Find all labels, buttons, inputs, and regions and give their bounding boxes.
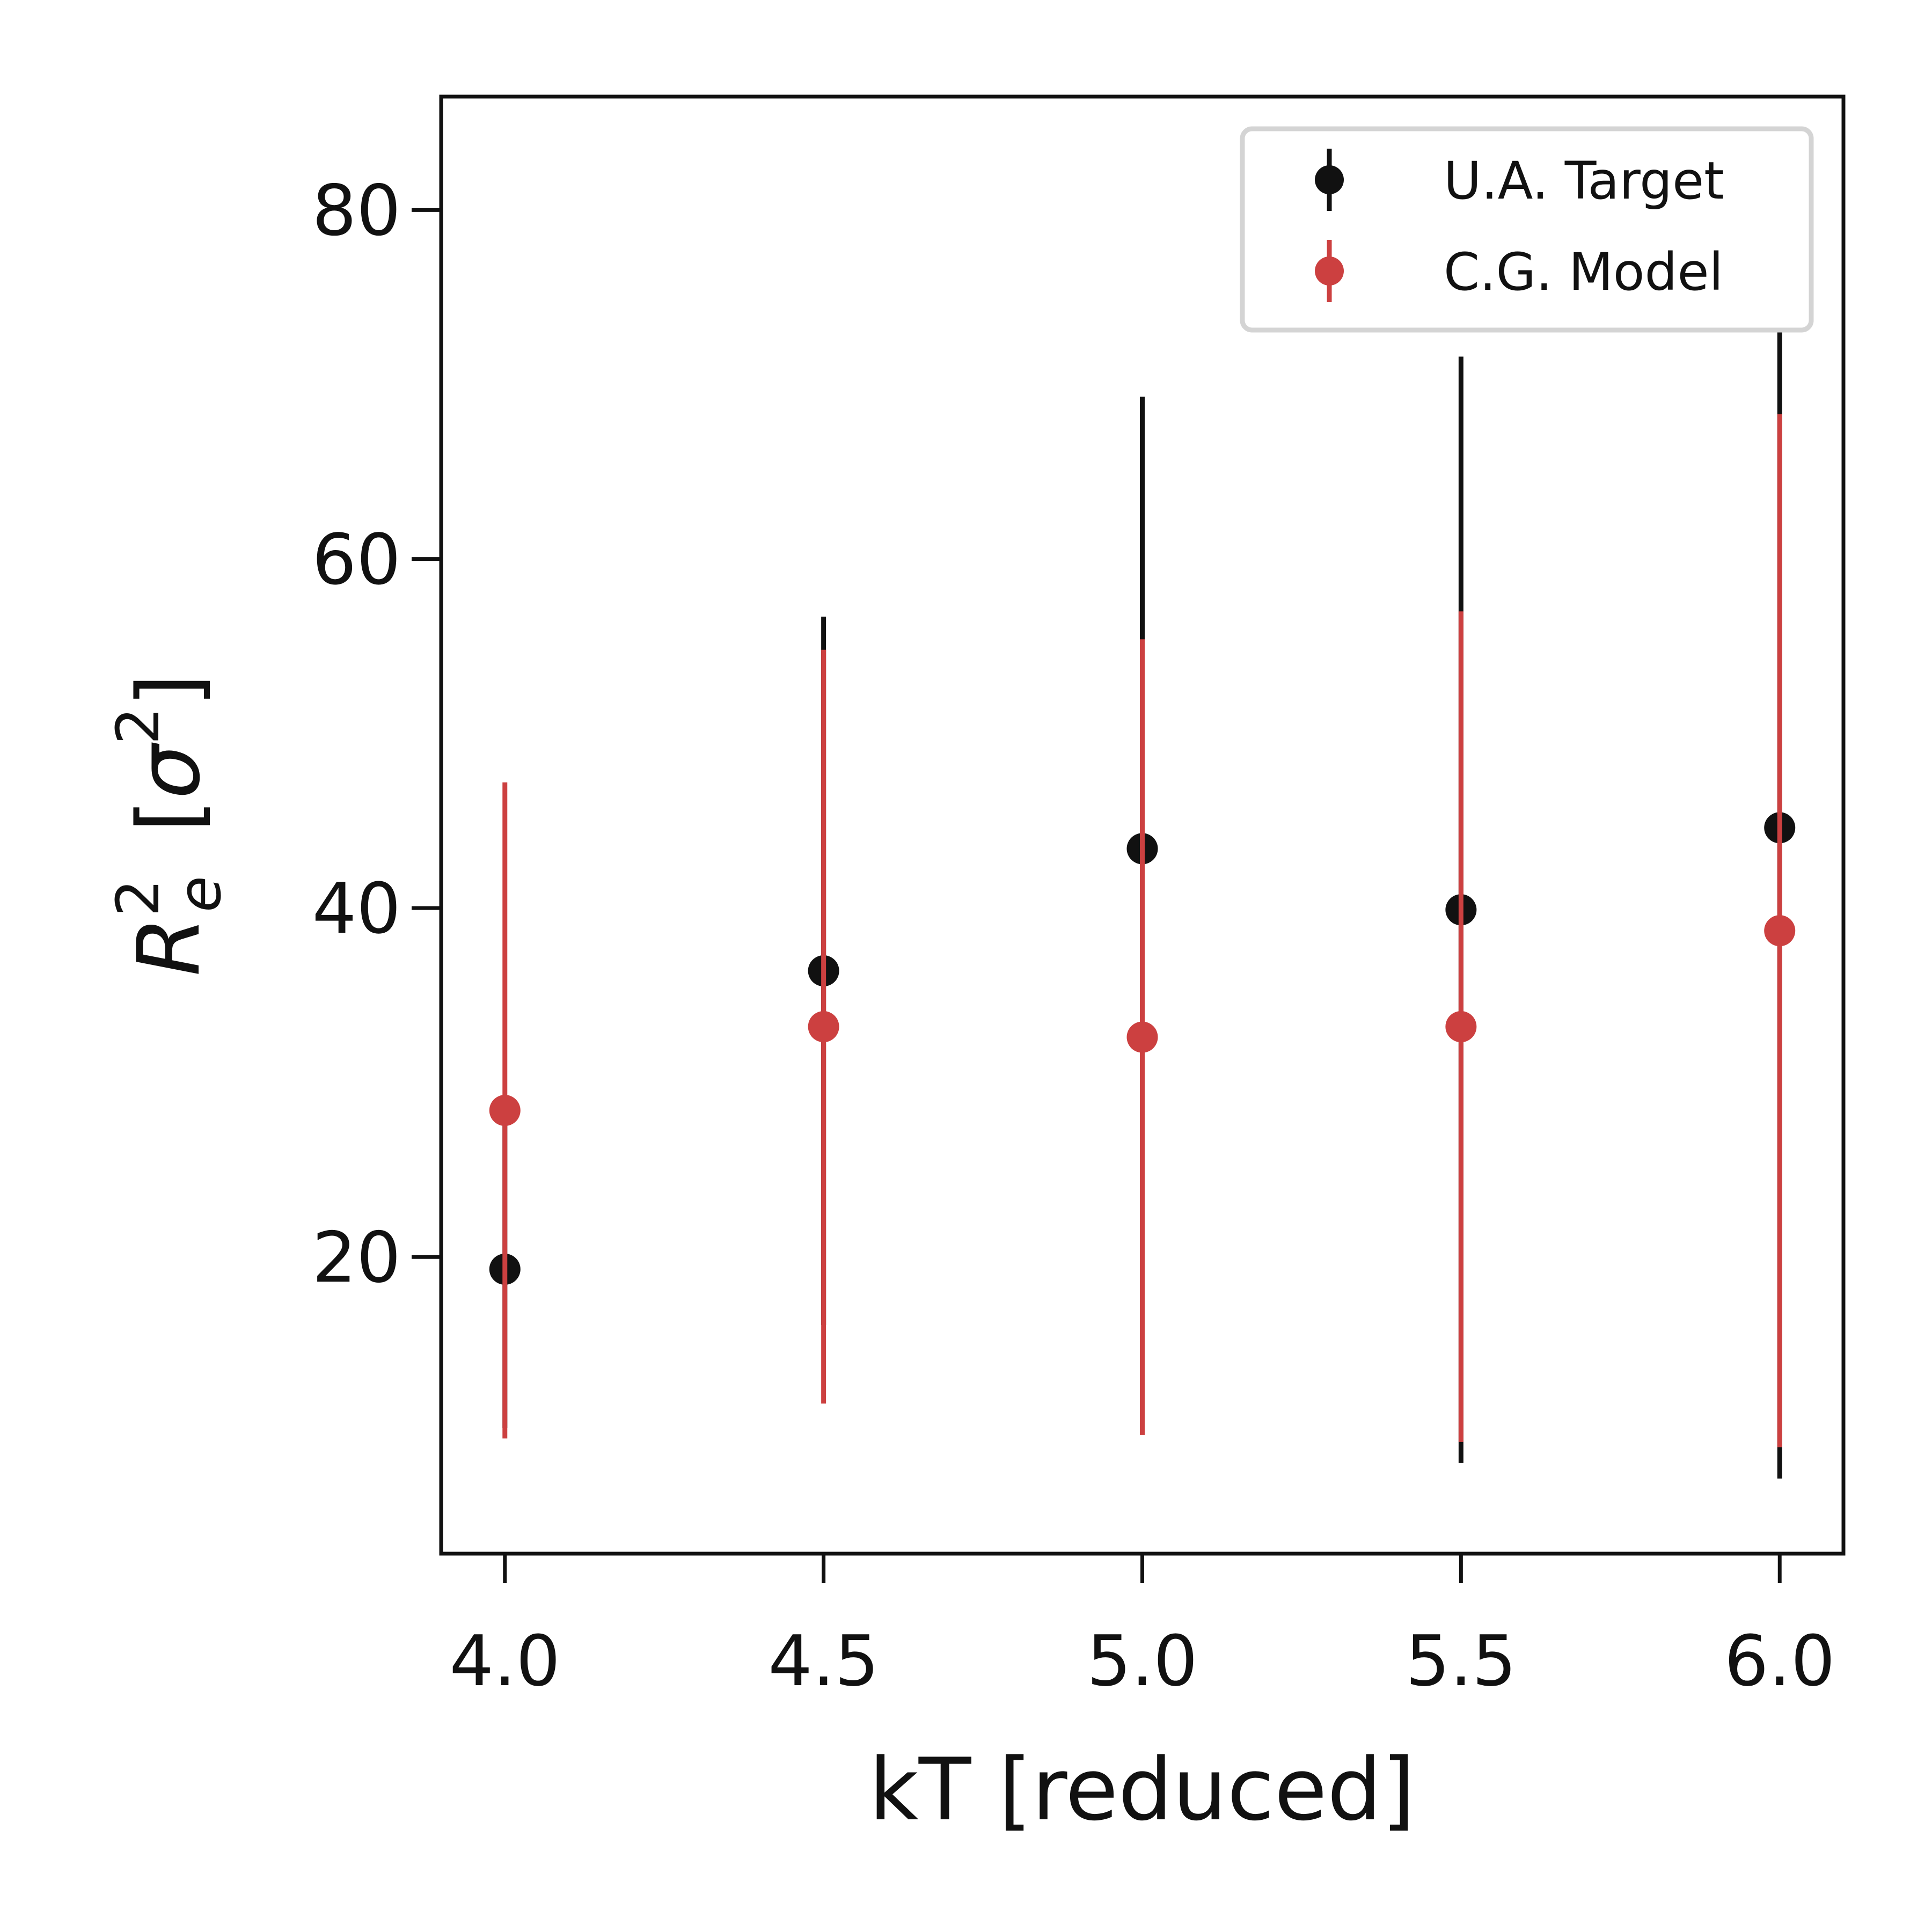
x-axis-ticks: 4.0 4.5 5.0 5.5 6.0 (449, 1554, 1835, 1702)
x-tick-label: 6.0 (1724, 1620, 1835, 1702)
legend-box (1240, 126, 1814, 333)
y-axis-label-superscript: 2 (104, 879, 172, 917)
x-tick-label: 4.5 (768, 1620, 879, 1702)
legend-marker-ua-target (1315, 165, 1344, 194)
legend: U.A. Target C.G. Model (1240, 126, 1814, 333)
plot-area (489, 177, 1796, 1479)
x-tick-label: 5.5 (1406, 1620, 1517, 1702)
svg-text:R2e [σ2]: R2e [σ2] (104, 674, 234, 976)
data-point (489, 1095, 521, 1126)
y-axis-ticks: 20 40 60 80 (312, 170, 441, 1298)
x-axis-label: kT [reduced] (869, 1739, 1415, 1840)
legend-label-ua-target: U.A. Target (1444, 151, 1724, 211)
axes-frame (439, 94, 1846, 1556)
legend-marker-cg-model (1315, 257, 1344, 286)
y-axis-label-subscript: e (165, 876, 234, 912)
series-1 (489, 414, 1796, 1447)
y-axis-label-units-close: ] (119, 674, 219, 707)
data-point (808, 1011, 839, 1043)
x-tick-label: 4.0 (449, 1620, 560, 1702)
y-tick-label: 40 (312, 868, 401, 949)
y-axis-label-base: R (119, 917, 219, 976)
y-tick-label: 60 (312, 519, 401, 601)
y-axis-label: R2e [σ2] (104, 674, 234, 976)
data-point (1764, 915, 1796, 947)
legend-label-cg-model: C.G. Model (1444, 242, 1723, 302)
data-point (1445, 1011, 1477, 1043)
x-tick-label: 5.0 (1087, 1620, 1198, 1702)
y-axis-label-units-superscript: 2 (104, 707, 172, 744)
y-axis-label-units-open: [ (119, 799, 219, 832)
y-tick-label: 80 (312, 170, 401, 251)
data-point (1126, 1021, 1158, 1053)
y-tick-label: 20 (312, 1217, 401, 1298)
y-axis-label-units-symbol: σ (119, 742, 219, 799)
